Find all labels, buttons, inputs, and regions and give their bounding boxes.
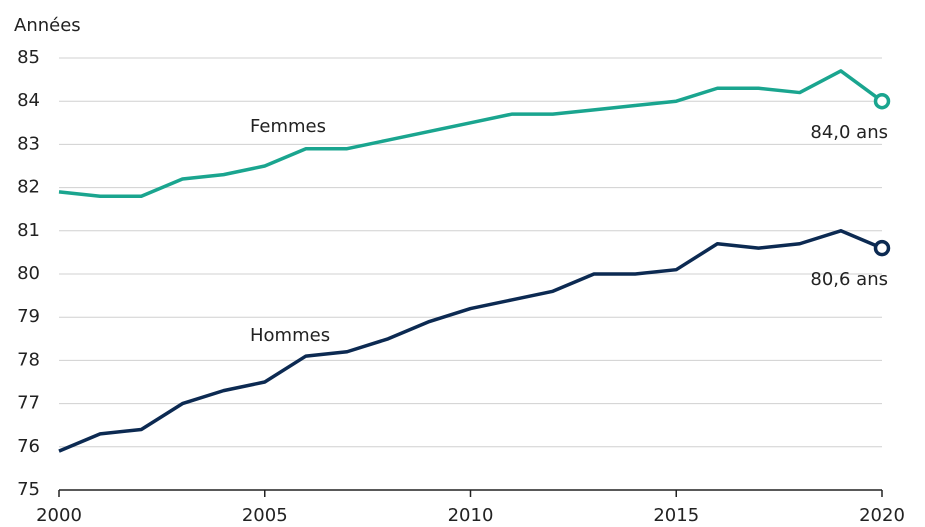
- x-tick-label: 2000: [36, 505, 82, 526]
- value-label: 84,0 ans: [810, 122, 888, 143]
- x-tick-label: 2010: [448, 505, 494, 526]
- series-label: Femmes: [250, 116, 326, 137]
- y-tick-label: 78: [17, 349, 40, 370]
- series-line: [58, 229, 883, 453]
- y-tick-label: 82: [17, 177, 40, 198]
- x-tick-label: 2015: [653, 505, 699, 526]
- value-label: 80,6 ans: [810, 269, 888, 290]
- y-tick-label: 75: [17, 479, 40, 500]
- y-axis-label: Années: [14, 15, 81, 36]
- y-tick-label: 80: [17, 263, 40, 284]
- y-tick-label: 76: [17, 436, 40, 457]
- series-line: [58, 69, 884, 198]
- y-tick-label: 81: [17, 220, 40, 241]
- y-tick-label: 83: [17, 133, 40, 154]
- x-tick-label: 2020: [859, 505, 905, 526]
- y-tick-label: 77: [17, 393, 40, 414]
- series-label: Hommes: [250, 325, 330, 346]
- end-point: [873, 92, 891, 110]
- x-tick-label: 2005: [242, 505, 288, 526]
- y-tick-label: 79: [17, 306, 40, 327]
- y-tick-label: 85: [17, 47, 40, 68]
- end-point: [873, 239, 891, 257]
- y-tick-label: 84: [17, 90, 40, 111]
